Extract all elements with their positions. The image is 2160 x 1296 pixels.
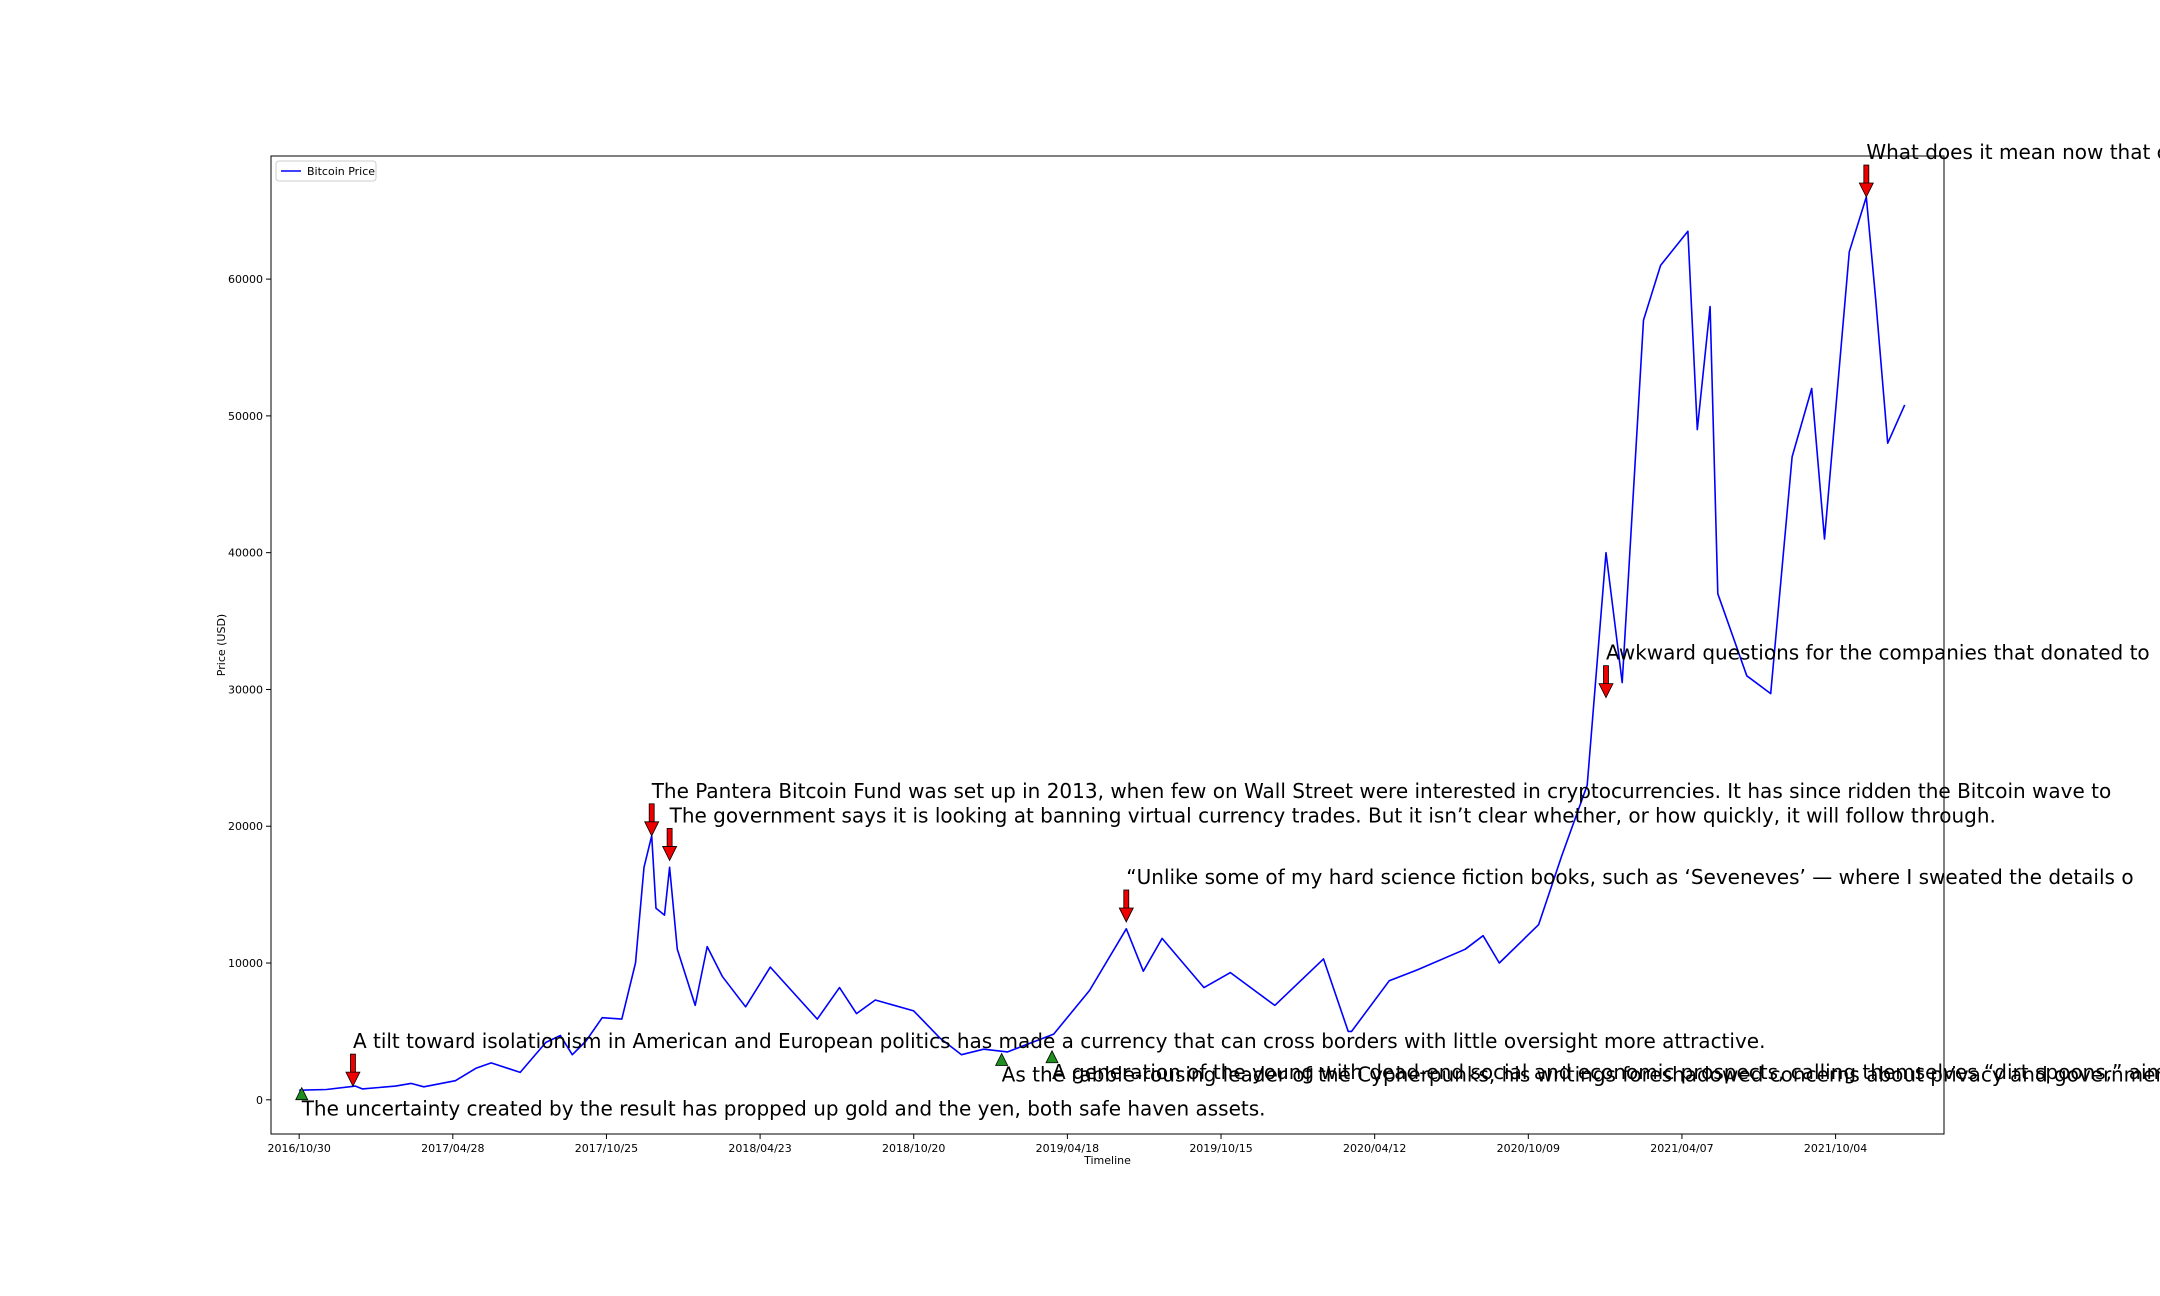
x-tick-label: 2017/04/28 — [421, 1142, 484, 1155]
annotation-text: What does it mean now that c — [1866, 140, 2160, 164]
x-axis: 2016/10/30 2017/04/28 2017/10/25 2018/04/23… — [267, 1134, 1867, 1155]
x-axis-label: Timeline — [1083, 1154, 1131, 1167]
legend-box — [275, 160, 377, 182]
x-tick-label: 2020/04/12 — [1343, 1142, 1406, 1155]
y-tick-label: 40000 — [228, 547, 263, 560]
y-axis-label: Price (USD) — [215, 614, 228, 676]
annotation-text: “Unlike some of my hard science fiction … — [1126, 865, 2133, 889]
down-arrow-head — [1118, 907, 1134, 923]
down-arrow-head — [1858, 182, 1874, 198]
down-arrow-head — [661, 846, 678, 862]
plot-area — [270, 155, 1945, 1135]
x-tick-label: 2020/10/09 — [1497, 1142, 1560, 1155]
annotation: The Pantera Bitcoin Fund was set up in 2… — [644, 779, 2112, 837]
series-layer — [299, 196, 1906, 1091]
up-triangle-marker — [995, 1052, 1009, 1066]
down-arrow-head — [1598, 683, 1614, 699]
series-line-bitcoin-price — [299, 196, 1906, 1091]
annotation: A tilt toward isolationism in American a… — [345, 1029, 1766, 1088]
down-arrow-shaft — [1603, 665, 1609, 687]
annotation-text: The uncertainty created by the result ha… — [301, 1097, 1266, 1121]
y-tick-label: 30000 — [228, 683, 263, 696]
annotation: “Unlike some of my hard science fiction … — [1118, 865, 2134, 923]
up-triangle-marker — [295, 1086, 309, 1101]
down-arrow-shaft — [350, 1053, 356, 1075]
y-tick-label: 60000 — [228, 273, 263, 286]
down-arrow-head — [345, 1071, 361, 1088]
x-tick-label: 2017/10/25 — [575, 1142, 638, 1155]
x-tick-label: 2019/04/18 — [1036, 1142, 1099, 1155]
annotation: The uncertainty created by the result ha… — [295, 1086, 1266, 1121]
y-axis: 0 10000 20000 30000 40000 50000 60000 — [228, 273, 271, 1107]
annotation: Awkward questions for the companies that… — [1598, 641, 2150, 699]
plot-frame — [270, 155, 1945, 1135]
x-tick-label: 2018/10/20 — [882, 1142, 945, 1155]
y-tick-label: 50000 — [228, 410, 263, 423]
down-arrow-shaft — [1123, 889, 1130, 911]
annotation-text: A tilt toward isolationism in American a… — [353, 1029, 1766, 1053]
x-tick-label: 2016/10/30 — [267, 1142, 330, 1155]
annotation: As the rabble-rousing leader of the Cyph… — [995, 1052, 2160, 1087]
legend-label: Bitcoin Price — [307, 165, 375, 178]
down-arrow-shaft — [666, 828, 673, 849]
x-tick-label: 2019/10/15 — [1189, 1142, 1252, 1155]
y-tick-label: 20000 — [228, 820, 263, 833]
annotation: What does it mean now that c — [1858, 140, 2160, 198]
down-arrow-shaft — [1863, 164, 1870, 186]
down-arrow-head — [644, 821, 660, 837]
up-triangle-marker — [1045, 1049, 1059, 1064]
annotation-text: The government says it is looking at ban… — [669, 803, 1996, 827]
legend: Bitcoin Price — [275, 160, 377, 182]
annotation-layer: The uncertainty created by the result ha… — [295, 140, 2160, 1121]
y-tick-label: 0 — [256, 1094, 263, 1107]
x-tick-label: 2018/04/23 — [728, 1142, 791, 1155]
annotation: The government says it is looking at ban… — [661, 803, 1996, 862]
x-tick-label: 2021/04/07 — [1650, 1142, 1713, 1155]
y-tick-label: 10000 — [228, 957, 263, 970]
annotation: A generation of the young with dead-end … — [1045, 1049, 2160, 1084]
annotation-text: The Pantera Bitcoin Fund was set up in 2… — [651, 779, 2112, 803]
x-tick-label: 2021/10/04 — [1804, 1142, 1867, 1155]
annotation-text: As the rabble-rousing leader of the Cyph… — [1002, 1063, 2160, 1087]
annotation-text: A generation of the young with dead-end … — [1052, 1060, 2160, 1084]
annotation-text: Awkward questions for the companies that… — [1606, 641, 2150, 665]
down-arrow-shaft — [648, 803, 655, 825]
